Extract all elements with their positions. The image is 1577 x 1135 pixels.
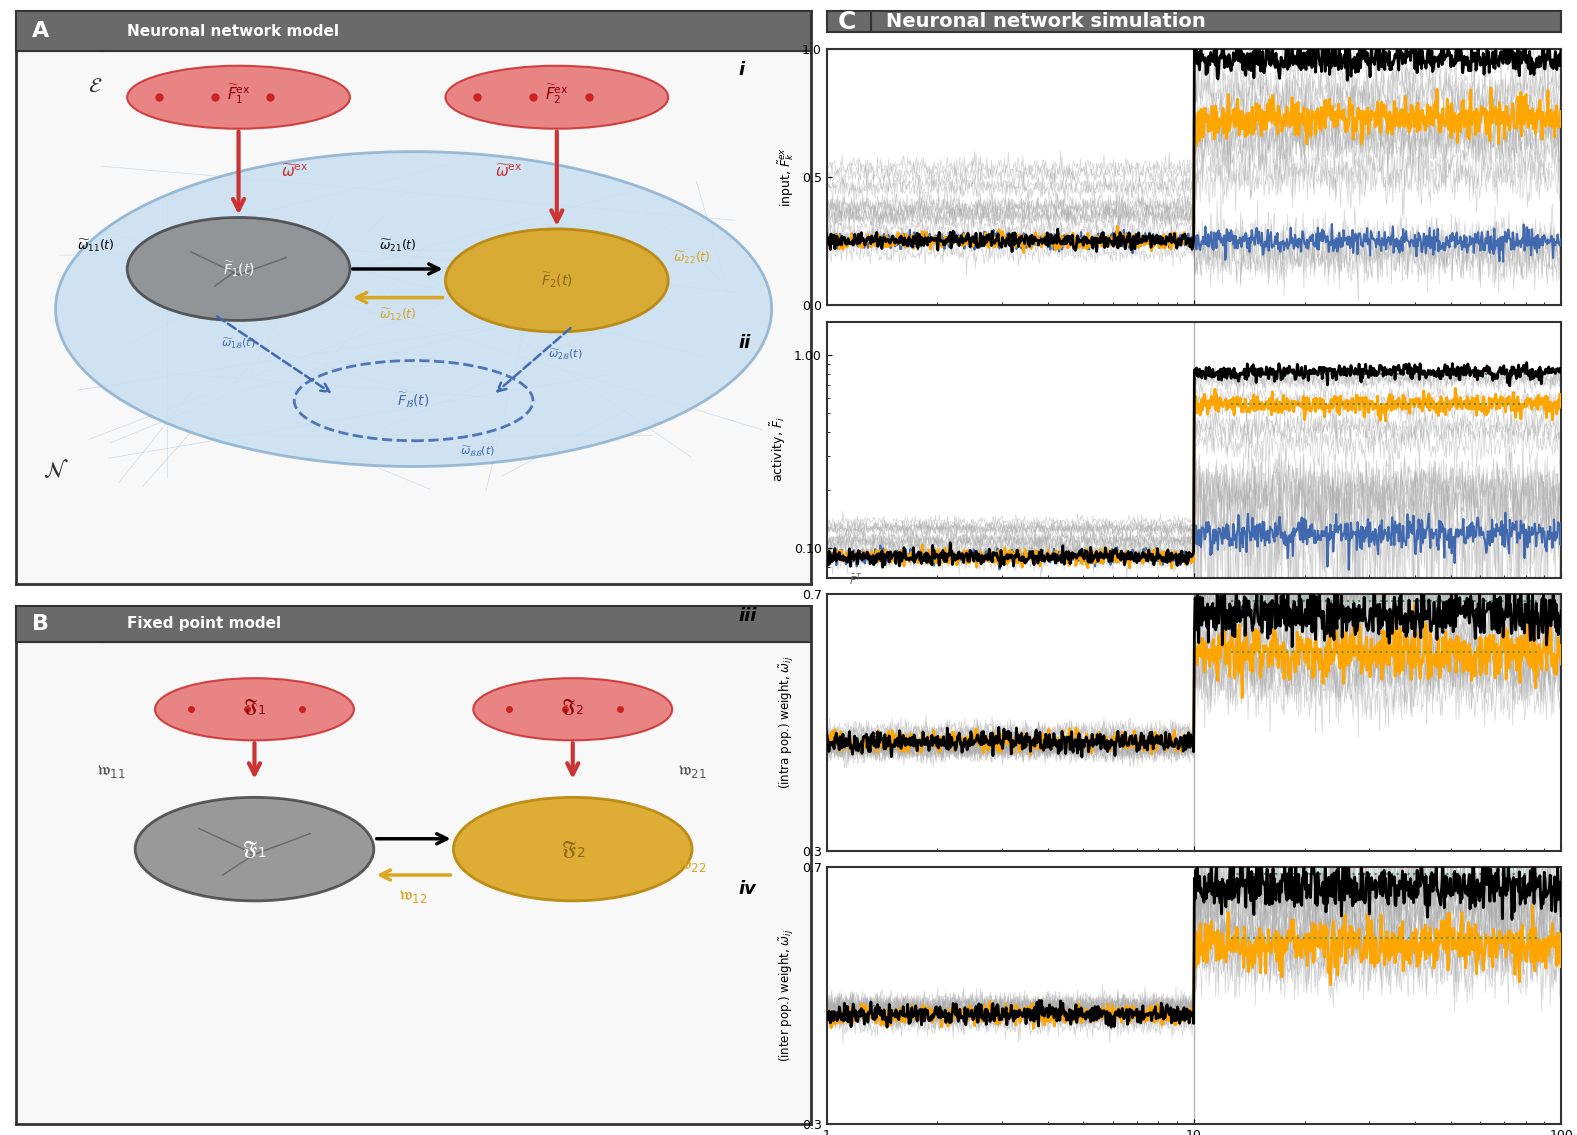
Y-axis label: input, $\tilde{F}_k^{ex}$: input, $\tilde{F}_k^{ex}$	[776, 146, 796, 207]
Text: $\widetilde{\omega}_{1\mathcal{B}}(t)$: $\widetilde{\omega}_{1\mathcal{B}}(t)$	[221, 336, 255, 351]
Y-axis label: activity, $\tilde{F}_i$: activity, $\tilde{F}_i$	[770, 417, 788, 482]
Text: $\widetilde{\omega}^{\rm ex}$: $\widetilde{\omega}^{\rm ex}$	[495, 163, 524, 180]
FancyBboxPatch shape	[16, 11, 812, 51]
Text: Neuronal network model: Neuronal network model	[128, 24, 339, 39]
Text: $\widetilde{\omega}_{11}(t)$: $\widetilde{\omega}_{11}(t)$	[77, 238, 114, 254]
Text: $\mathfrak{w}_{21}$: $\mathfrak{w}_{21}$	[678, 763, 706, 781]
Text: iv: iv	[738, 881, 757, 898]
Text: $\mathfrak{w}_{11}$: $\mathfrak{w}_{11}$	[96, 763, 126, 781]
Text: i: i	[738, 61, 744, 79]
Ellipse shape	[155, 679, 353, 740]
Text: $\mathfrak{F}_1$: $\mathfrak{F}_1$	[243, 839, 267, 859]
Text: $\widetilde{\omega}_{\mathcal{BB}}(t)$: $\widetilde{\omega}_{\mathcal{BB}}(t)$	[460, 445, 495, 460]
Text: $\widetilde{\omega}^{\rm ex}$: $\widetilde{\omega}^{\rm ex}$	[281, 163, 308, 180]
Text: $\widetilde{F}_{\mathcal{B}}(t)$: $\widetilde{F}_{\mathcal{B}}(t)$	[397, 390, 431, 411]
Ellipse shape	[128, 218, 350, 320]
Text: $\mathfrak{w}_{12}$: $\mathfrak{w}_{12}$	[399, 886, 427, 905]
Text: $\widetilde{F}_2^{\rm ex}$: $\widetilde{F}_2^{\rm ex}$	[546, 83, 569, 107]
Text: $\widetilde{\omega}_{22}(t)$: $\widetilde{\omega}_{22}(t)$	[673, 250, 711, 266]
Text: C: C	[837, 9, 856, 34]
Ellipse shape	[454, 797, 692, 901]
Text: Fixed point model: Fixed point model	[128, 616, 281, 631]
FancyBboxPatch shape	[16, 606, 812, 642]
Text: $\mathcal{E}$: $\mathcal{E}$	[88, 76, 103, 95]
Text: $\mathfrak{F}_2$: $\mathfrak{F}_2$	[560, 839, 585, 859]
Ellipse shape	[445, 229, 669, 331]
Text: $\bar{F}^T$: $\bar{F}^T$	[848, 572, 863, 588]
Ellipse shape	[445, 66, 669, 128]
Y-axis label: (inter pop.) weight, $\tilde{\omega}_{ij}$: (inter pop.) weight, $\tilde{\omega}_{ij…	[777, 928, 796, 1062]
Text: $\mathfrak{J}_1$: $\mathfrak{J}_1$	[243, 697, 267, 716]
Ellipse shape	[136, 797, 374, 901]
Ellipse shape	[128, 66, 350, 128]
Text: $\tilde{\theta}$: $\tilde{\theta}$	[869, 1006, 878, 1024]
Text: iii: iii	[738, 607, 757, 625]
Text: $\mathcal{N}$: $\mathcal{N}$	[43, 457, 68, 481]
Text: A: A	[32, 22, 49, 41]
Text: $\widetilde{F}_1^{\rm ex}$: $\widetilde{F}_1^{\rm ex}$	[227, 83, 251, 107]
Text: $\mathfrak{w}_{22}$: $\mathfrak{w}_{22}$	[678, 856, 706, 874]
Y-axis label: (intra pop.) weight, $\tilde{\omega}_{ij}$: (intra pop.) weight, $\tilde{\omega}_{ij…	[777, 656, 796, 789]
Text: $\mathfrak{J}_2$: $\mathfrak{J}_2$	[561, 697, 583, 716]
Text: $\widetilde{\omega}_{2\mathcal{B}}(t)$: $\widetilde{\omega}_{2\mathcal{B}}(t)$	[547, 347, 582, 362]
Text: Neuronal network simulation: Neuronal network simulation	[886, 12, 1205, 31]
Text: B: B	[32, 614, 49, 633]
Text: $\widetilde{F}_1(t)$: $\widetilde{F}_1(t)$	[222, 259, 254, 279]
Text: $\widetilde{\omega}_{12}(t)$: $\widetilde{\omega}_{12}(t)$	[378, 306, 416, 323]
Ellipse shape	[473, 679, 672, 740]
Text: $\widetilde{F}_2(t)$: $\widetilde{F}_2(t)$	[541, 270, 572, 291]
Ellipse shape	[55, 152, 771, 466]
Text: $\widetilde{\omega}_{21}(t)$: $\widetilde{\omega}_{21}(t)$	[378, 238, 416, 254]
Text: ii: ii	[738, 335, 751, 352]
Text: $\tilde{\theta}$: $\tilde{\theta}$	[869, 732, 878, 751]
